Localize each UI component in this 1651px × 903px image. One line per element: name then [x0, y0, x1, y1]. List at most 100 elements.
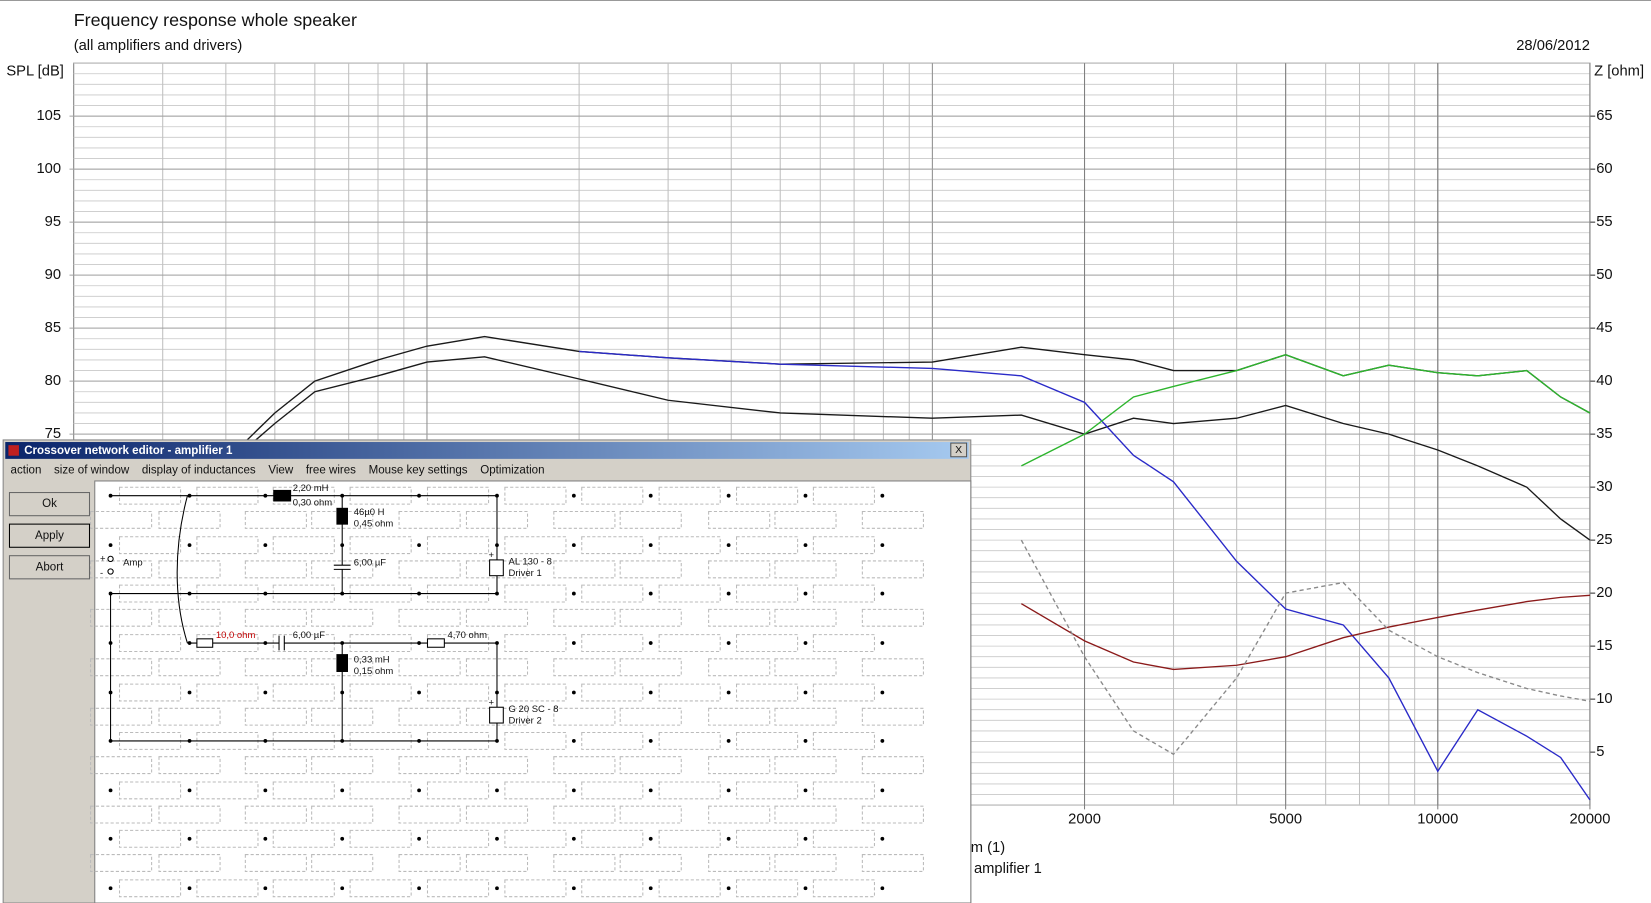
menu-item[interactable]: Mouse key settings	[369, 465, 468, 477]
slot	[581, 634, 644, 652]
slot	[658, 584, 721, 603]
node-dot	[880, 641, 885, 645]
slot	[196, 781, 259, 800]
node-dot	[495, 886, 499, 891]
curves	[225, 335, 1591, 801]
slot	[619, 707, 682, 726]
slot	[118, 781, 182, 800]
slot	[553, 707, 616, 726]
slot	[349, 683, 412, 702]
slot	[658, 634, 721, 652]
slot	[774, 854, 837, 872]
node-dot	[803, 886, 808, 891]
slot	[244, 805, 307, 824]
node-dot	[108, 493, 113, 498]
node-dot	[726, 886, 731, 891]
slot	[465, 805, 529, 824]
component-label: 0,15 ohm	[354, 666, 394, 677]
slot	[244, 756, 307, 775]
menu-item[interactable]: display of inductances	[142, 465, 256, 477]
node-dot	[571, 493, 576, 498]
slot	[774, 707, 837, 726]
node-dot	[571, 788, 576, 793]
slot	[272, 879, 335, 898]
slot	[774, 756, 837, 775]
slot	[812, 584, 875, 603]
slot	[196, 683, 259, 702]
slot	[553, 854, 616, 872]
button[interactable]	[8, 492, 91, 517]
slot	[398, 707, 461, 726]
slot	[581, 536, 644, 555]
slot	[581, 584, 644, 603]
node-dot	[648, 836, 653, 841]
slot	[581, 683, 644, 702]
menu-item[interactable]: size of window	[54, 465, 130, 477]
slot	[244, 658, 307, 677]
button-label[interactable]: Apply	[35, 530, 64, 542]
slot	[158, 608, 221, 627]
slot	[90, 707, 153, 726]
slot	[158, 854, 221, 872]
node-dot	[571, 641, 576, 645]
slot	[708, 560, 771, 579]
button[interactable]	[8, 555, 91, 580]
curve	[1020, 594, 1590, 671]
y2-tick-label: 40	[1596, 373, 1612, 389]
y2-tick-label: 60	[1596, 161, 1612, 177]
node-dot	[648, 739, 653, 743]
circuit-canvas	[94, 480, 972, 903]
slot	[272, 781, 335, 800]
y2-axis-label: Z [ohm]	[1594, 63, 1644, 79]
component-label: Driver 2	[509, 715, 542, 726]
title-bar	[5, 442, 969, 459]
button-label[interactable]: Abort	[36, 561, 64, 573]
driver	[489, 559, 504, 577]
slot	[708, 756, 771, 775]
slot	[196, 829, 259, 848]
x-tick-label: 2000	[1068, 812, 1101, 828]
component-label: 10,0 ohm	[216, 630, 256, 641]
slot	[708, 608, 771, 627]
node-dot	[571, 690, 576, 695]
close-button[interactable]	[950, 442, 968, 458]
slot	[90, 608, 153, 627]
component-label: Amp	[123, 558, 142, 569]
chart-date: 28/06/2012	[1516, 38, 1590, 54]
slot	[658, 683, 721, 702]
slot	[581, 731, 644, 750]
y2-tick-label: 45	[1596, 320, 1612, 336]
chart-title: Frequency response whole speaker	[74, 10, 357, 30]
node-dot	[417, 836, 421, 841]
slot	[812, 634, 875, 652]
node-dot	[803, 739, 808, 743]
y2-tick-label: 20	[1596, 585, 1612, 601]
menu-item[interactable]: Optimization	[480, 465, 544, 477]
close-glyph[interactable]: X	[955, 444, 962, 456]
inductor	[336, 654, 348, 672]
menu-item[interactable]: View	[268, 465, 294, 477]
y2-tick-label: 10	[1596, 691, 1612, 707]
menu-item[interactable]: free wires	[306, 465, 356, 477]
node-dot	[263, 543, 268, 548]
inductor	[336, 507, 348, 525]
slot	[581, 486, 644, 505]
slot	[90, 756, 153, 775]
x-tick-label: 20000	[1569, 812, 1610, 828]
node-dot	[571, 739, 576, 743]
app-icon	[8, 445, 19, 456]
node-dot	[648, 690, 653, 695]
node-dot	[726, 543, 731, 548]
node-dot	[263, 886, 268, 891]
slot	[244, 707, 307, 726]
slot	[349, 781, 412, 800]
node-dot	[263, 788, 268, 793]
button[interactable]	[8, 523, 91, 548]
slot	[553, 658, 616, 677]
button-label[interactable]: Ok	[42, 498, 57, 510]
menu-item[interactable]: action	[11, 465, 42, 477]
slot	[861, 658, 924, 677]
slot	[658, 486, 721, 505]
slot	[426, 829, 490, 848]
